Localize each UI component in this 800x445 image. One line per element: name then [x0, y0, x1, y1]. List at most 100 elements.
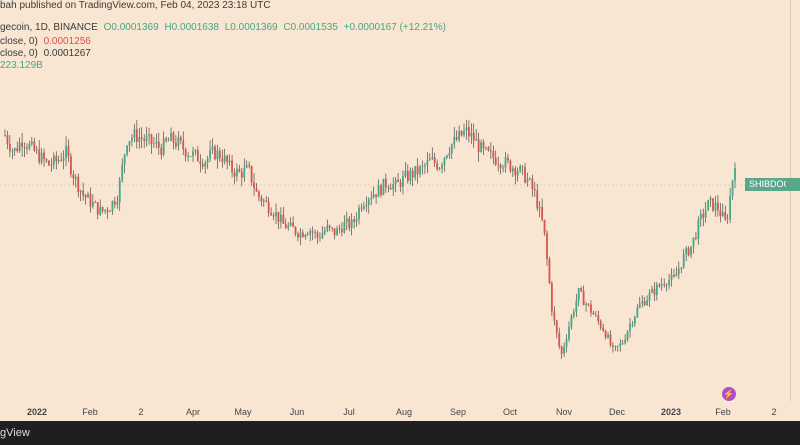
candle-body	[690, 246, 692, 256]
candle-body	[489, 150, 492, 152]
candle-body	[170, 132, 172, 141]
candle-body	[448, 153, 451, 156]
candle-body	[297, 233, 299, 238]
candle-body	[592, 312, 595, 315]
candle-body	[4, 135, 6, 137]
candle-body	[680, 267, 683, 269]
candle-body	[675, 274, 678, 277]
candle-body	[267, 201, 270, 213]
candle-body	[609, 334, 612, 346]
candle-body	[548, 259, 551, 284]
time-axis[interactable]: 2022 Feb 2 Apr May Jun Jul Aug Sep Oct Nov Dec 2023 F…	[0, 401, 800, 421]
candle-body	[248, 164, 251, 167]
candle-body	[209, 149, 211, 159]
price-axis[interactable]	[790, 0, 800, 401]
candle-body	[438, 168, 441, 170]
candle-body	[602, 327, 605, 331]
candle-body	[424, 165, 426, 167]
candle-body	[597, 315, 600, 321]
candle-body	[731, 180, 734, 196]
candle-body	[504, 157, 507, 168]
candle-body	[94, 202, 97, 203]
candle-body	[331, 227, 334, 229]
candle-body	[236, 168, 238, 177]
candle-body	[734, 167, 736, 181]
candle-body	[116, 202, 119, 205]
candle-body	[428, 158, 431, 161]
candle-body	[529, 178, 531, 180]
x-tick-label: Sep	[449, 407, 467, 417]
candle-body	[665, 285, 668, 286]
candle-body	[301, 232, 304, 238]
candle-body	[160, 147, 163, 155]
candle-body	[558, 332, 561, 347]
candle-body	[367, 199, 370, 206]
candle-body	[11, 150, 14, 152]
candle-body	[450, 144, 453, 154]
candle-body	[99, 206, 102, 215]
candle-body	[404, 170, 407, 176]
candle-body	[23, 146, 26, 148]
candle-body	[614, 346, 617, 348]
candle-body	[204, 162, 207, 167]
candle-body	[211, 146, 214, 150]
candle-body	[482, 142, 485, 149]
candle-body	[113, 201, 116, 205]
candle-body	[353, 219, 356, 222]
candle-body	[292, 222, 294, 228]
candle-body	[516, 171, 519, 176]
candle-body	[594, 314, 597, 316]
candle-body	[587, 303, 590, 305]
candle-body	[226, 155, 229, 163]
brand-text: gView	[0, 427, 30, 439]
candle-body	[604, 330, 607, 338]
candle-body	[218, 150, 221, 159]
candle-body	[494, 157, 497, 165]
candle-body	[465, 127, 468, 131]
candle-body	[135, 129, 138, 142]
open-value: O0.0001369	[103, 22, 159, 33]
candle-body	[487, 147, 490, 151]
candle-body	[590, 304, 592, 313]
candle-body	[477, 139, 480, 153]
candle-body	[568, 326, 570, 340]
x-tick-label: Jun	[289, 407, 305, 417]
candle-body	[216, 150, 219, 160]
candle-body	[380, 185, 382, 195]
candle-body	[560, 346, 563, 354]
candle-body	[426, 160, 429, 166]
candle-body	[311, 230, 314, 233]
candle-body	[57, 159, 60, 162]
x-tick-label: Aug	[395, 407, 413, 417]
candle-body	[362, 206, 365, 209]
candle-body	[543, 219, 546, 233]
candle-body	[52, 155, 55, 165]
candle-body	[536, 190, 539, 209]
candle-body	[546, 232, 548, 260]
candle-body	[221, 158, 224, 162]
ma1-line: close, 0) 0.0001256	[0, 36, 94, 47]
lightning-icon[interactable]: ⚡	[722, 387, 736, 401]
candle-body	[60, 159, 63, 161]
candle-body	[685, 248, 688, 255]
candle-body	[419, 166, 421, 175]
candle-body	[175, 142, 177, 147]
candle-body	[648, 292, 651, 301]
candle-body	[304, 235, 307, 238]
candle-body	[282, 214, 285, 224]
candle-body	[402, 175, 404, 188]
candle-body	[702, 213, 705, 218]
candle-body	[660, 284, 663, 287]
candle-body	[541, 206, 544, 220]
candle-body	[155, 141, 158, 144]
candle-body	[526, 178, 529, 183]
candle-body	[87, 194, 89, 198]
candle-body	[328, 225, 331, 228]
x-tick-label: Feb	[82, 407, 98, 417]
candle-body	[26, 147, 28, 149]
candle-body	[62, 157, 65, 161]
candle-body	[704, 210, 707, 218]
candle-body	[77, 176, 80, 192]
candle-body	[416, 166, 419, 175]
